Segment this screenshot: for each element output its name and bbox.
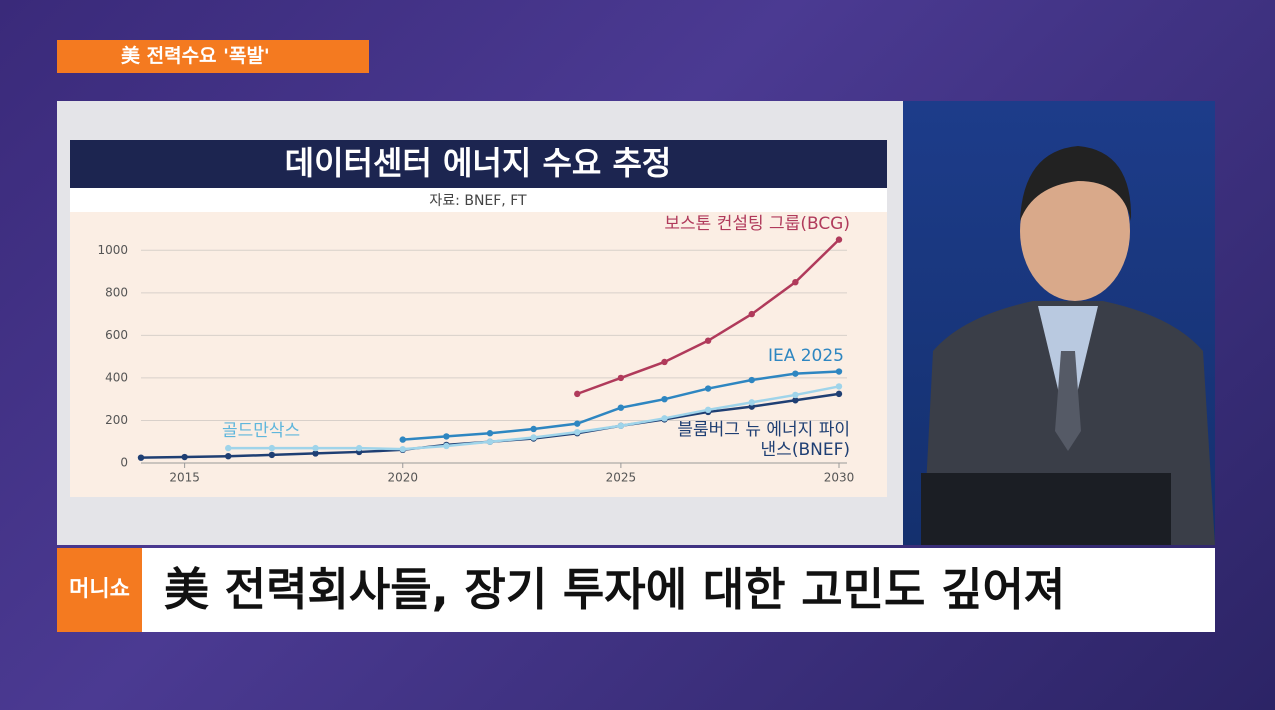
data-point bbox=[617, 374, 625, 382]
data-point bbox=[225, 452, 232, 460]
data-point bbox=[574, 420, 581, 427]
data-point bbox=[792, 370, 799, 377]
data-point bbox=[268, 444, 276, 452]
data-point bbox=[574, 428, 581, 436]
chart-subtitle: 자료: BNEF, FT bbox=[429, 193, 527, 209]
hair bbox=[1020, 146, 1132, 221]
data-point bbox=[748, 376, 755, 384]
data-point bbox=[268, 451, 276, 459]
data-point bbox=[617, 422, 625, 429]
y-tick-label: 400 bbox=[105, 370, 128, 384]
series-label: 보스톤 컨설팅 그룹(BCG) bbox=[664, 214, 850, 234]
chart-title: 데이터센터 에너지 수요 추정 bbox=[285, 144, 672, 182]
y-tick-label: 600 bbox=[105, 328, 128, 342]
y-tick-label: 0 bbox=[120, 456, 128, 470]
data-point bbox=[486, 438, 494, 445]
topic-tag: 美 전력수요 '폭발' bbox=[57, 40, 369, 73]
tie bbox=[1055, 351, 1081, 451]
data-point bbox=[748, 399, 755, 406]
data-point bbox=[399, 445, 406, 453]
data-point bbox=[443, 442, 450, 450]
data-point bbox=[617, 404, 625, 411]
data-point bbox=[661, 395, 668, 403]
title-bar bbox=[70, 140, 887, 188]
data-point bbox=[835, 383, 843, 390]
x-tick-label: 2025 bbox=[606, 471, 637, 485]
data-point bbox=[312, 450, 319, 457]
data-point bbox=[530, 425, 537, 433]
data-point bbox=[574, 390, 581, 398]
headline-bar: 美 전력회사들, 장기 투자에 대한 고민도 깊어져 bbox=[142, 548, 1215, 632]
data-point bbox=[443, 433, 450, 440]
series-label: 블룸버그 뉴 에너지 파이낸스(BNEF) bbox=[677, 420, 850, 460]
series-label: IEA 2025 bbox=[767, 346, 844, 366]
data-point bbox=[486, 430, 494, 437]
data-point bbox=[835, 236, 843, 243]
presenter bbox=[921, 146, 1215, 545]
x-tick-label: 2020 bbox=[387, 471, 418, 485]
data-point bbox=[704, 385, 712, 392]
data-point bbox=[181, 453, 188, 461]
y-tick-label: 800 bbox=[105, 285, 128, 299]
presenter-video bbox=[903, 101, 1215, 545]
y-tick-label: 200 bbox=[105, 413, 128, 427]
data-point bbox=[355, 444, 363, 452]
data-point bbox=[661, 415, 668, 422]
data-point bbox=[792, 278, 799, 286]
data-point bbox=[661, 358, 668, 366]
data-point bbox=[225, 444, 232, 452]
data-point bbox=[792, 397, 799, 404]
data-point bbox=[704, 406, 712, 414]
y-tick-label: 1000 bbox=[97, 243, 128, 257]
x-tick-label: 2030 bbox=[824, 471, 855, 485]
plot-area bbox=[70, 212, 887, 497]
data-point bbox=[835, 368, 843, 375]
data-point bbox=[748, 310, 755, 318]
channel-logo: 머니쇼 bbox=[57, 548, 142, 632]
data-point bbox=[137, 454, 145, 461]
x-tick-label: 2015 bbox=[169, 471, 200, 485]
subtitle-band bbox=[70, 188, 887, 212]
data-point bbox=[399, 436, 406, 443]
data-point bbox=[792, 391, 799, 399]
face bbox=[1020, 161, 1130, 301]
data-point bbox=[312, 444, 319, 452]
data-point bbox=[835, 390, 843, 398]
laptop bbox=[921, 473, 1171, 545]
data-point bbox=[530, 434, 537, 441]
series-label: 골드만삭스 bbox=[222, 421, 301, 441]
data-point bbox=[704, 337, 712, 344]
